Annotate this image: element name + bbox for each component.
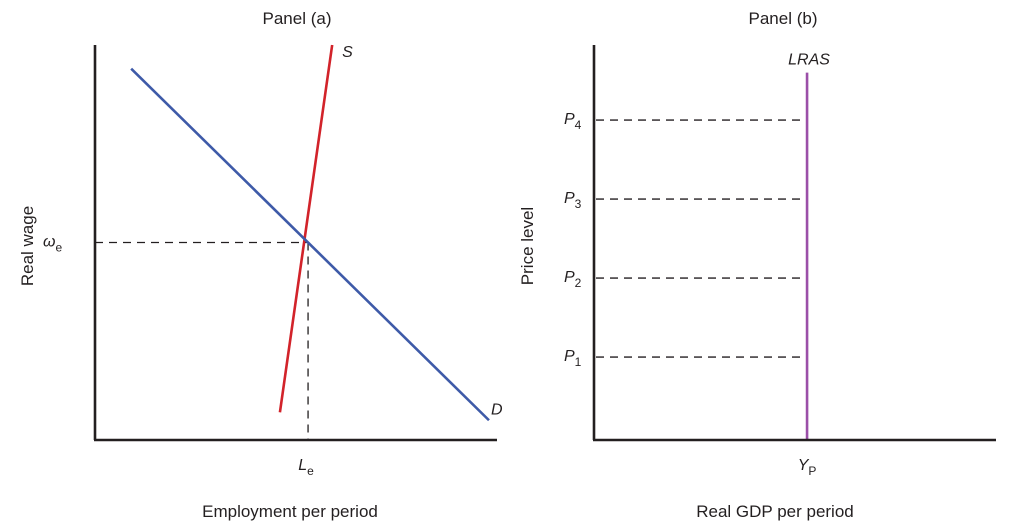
y-tick-label-p2: P2 <box>564 269 582 290</box>
y-tick-label-p3: P3 <box>564 190 582 211</box>
panel-a-marks: S D Le ωe <box>43 44 503 478</box>
panel-a-title: Panel (a) <box>263 9 332 28</box>
panel-b-title: Panel (b) <box>749 9 818 28</box>
curve-label-d: D <box>491 401 503 418</box>
y-tick-label-p4: P4 <box>564 111 582 132</box>
panel-b-x-axis-title: Real GDP per period <box>696 502 854 521</box>
curve-s <box>278 44 334 413</box>
x-tick-label-yp: YP <box>798 457 817 478</box>
panel-b-marks: P1 P2 P3 P4 LRAS YP <box>564 45 996 478</box>
curve-d <box>130 67 490 422</box>
curve-label-lras: LRAS <box>788 52 830 69</box>
panel-a-y-axis-title: Real wage <box>18 206 37 286</box>
panel-a: Panel (a) S D Le ωe Employment per period R… <box>18 9 503 521</box>
panel-b-y-axis-title: Price level <box>518 207 537 285</box>
curve-label-s: S <box>342 44 353 61</box>
y-tick-label-we: ωe <box>43 234 62 255</box>
panel-b: Panel (b) P1 P2 P3 P4 LRAS YP Real GDP per pe… <box>518 9 996 521</box>
x-tick-label-le: Le <box>298 457 314 478</box>
panel-a-x-axis-title: Employment per period <box>202 502 378 521</box>
y-tick-label-p1: P1 <box>564 348 582 369</box>
